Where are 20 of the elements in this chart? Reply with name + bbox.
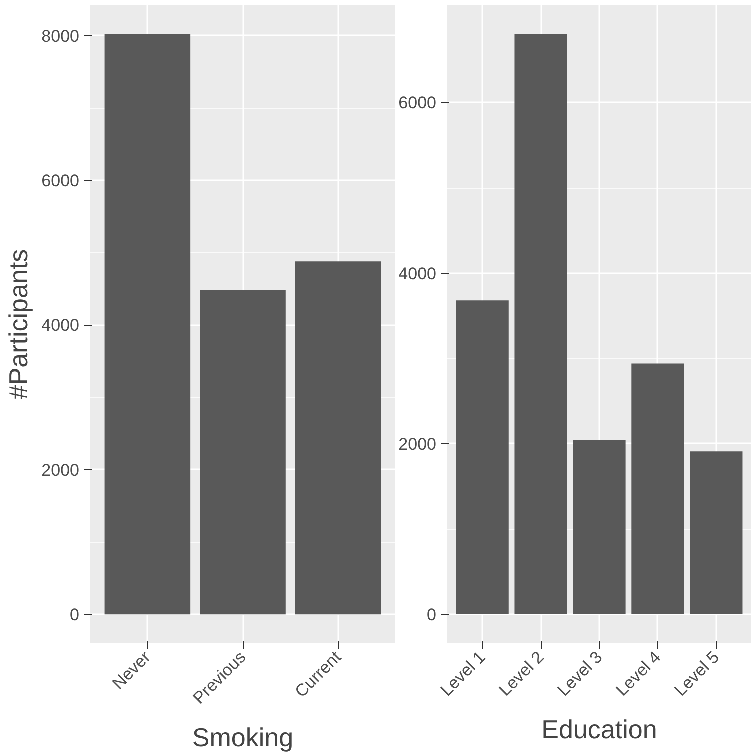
y-tick-label: 0 <box>70 606 80 625</box>
bar <box>456 300 509 614</box>
x-axis-title: Education <box>542 714 658 745</box>
bar <box>295 262 382 615</box>
y-tick-label: 6000 <box>398 94 437 113</box>
y-tick-label: 0 <box>427 606 437 624</box>
y-tick-label: 6000 <box>42 172 80 191</box>
y-tick-label: 2000 <box>398 434 437 454</box>
bar <box>573 440 626 614</box>
y-tick-label: 2000 <box>42 460 80 480</box>
x-axis-title: Smoking <box>192 722 294 753</box>
y-tick-label: 4000 <box>398 264 437 284</box>
bar <box>104 34 191 615</box>
y-axis-title: #Participants <box>4 249 34 400</box>
y-tick-label: 4000 <box>42 316 80 336</box>
y-tick-label: 8000 <box>42 26 80 46</box>
bar <box>200 290 286 615</box>
bar <box>632 364 684 614</box>
bar <box>690 452 743 614</box>
bar <box>514 34 568 614</box>
